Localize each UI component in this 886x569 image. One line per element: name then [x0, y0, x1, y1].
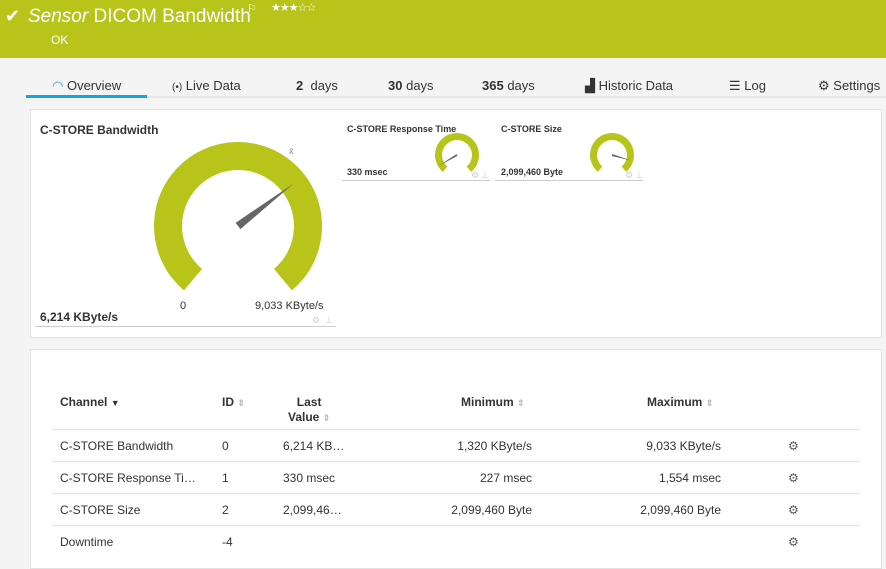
sort-icon: ⇕ — [322, 413, 331, 423]
gauge-value: 330 msec — [347, 167, 388, 177]
channel-name[interactable]: Downtime — [60, 535, 114, 549]
sensor-header: ✔ Sensor DICOM Bandwidth ⚐ ★★★☆☆ OK — [0, 0, 886, 58]
last-value: 330 msec — [283, 471, 336, 485]
priority-stars[interactable]: ★★★☆☆ — [271, 2, 316, 14]
minimum-value: 227 msec — [479, 471, 532, 485]
tab-overview[interactable]: ◠ Overview — [26, 78, 147, 98]
list-icon: ☰ — [729, 78, 741, 93]
main-gauge-needle — [235, 183, 294, 230]
maximum-value: 1,554 msec — [658, 471, 721, 485]
checkmark-icon: ✔ — [5, 6, 21, 26]
column-minimum[interactable]: Minimum ⇕ — [461, 395, 525, 409]
divider — [35, 326, 336, 327]
channel-name[interactable]: C-STORE Size — [60, 503, 141, 517]
gauge-min: 0 — [180, 300, 187, 312]
table-row[interactable]: C-STORE Bandwidth 0 6,214 KB… 1,320 KByt… — [52, 429, 860, 461]
channel-id: 2 — [222, 503, 229, 517]
gauge-title: C-STORE Response Time — [347, 124, 457, 134]
status-text: OK — [51, 33, 69, 47]
average-marker: x̄ — [289, 146, 294, 156]
tab-365-days[interactable]: 365 days — [482, 78, 535, 93]
table-row[interactable]: Downtime -4 ⚙ — [52, 525, 860, 557]
channel-name[interactable]: C-STORE Response Ti… — [60, 471, 196, 485]
maximum-value: 9,033 KByte/s — [646, 439, 721, 453]
tab-2-days[interactable]: 2 days — [296, 78, 338, 93]
tab-bar: ◠ Overview (•) Live Data 2 days 30 days … — [26, 72, 886, 98]
channel-id: 1 — [222, 471, 229, 485]
column-channel[interactable]: Channel ▼ — [60, 395, 120, 409]
tab-30-days[interactable]: 30 days — [388, 78, 434, 93]
gauge-icon: ◠ — [52, 78, 64, 93]
sort-icon: ⇕ — [237, 398, 245, 408]
minimum-value: 2,099,460 Byte — [451, 503, 532, 517]
pin-icon[interactable]: ⊥ — [325, 315, 333, 325]
table-row[interactable]: C-STORE Response Ti… 1 330 msec 227 msec… — [52, 461, 860, 493]
main-gauge-arc — [154, 142, 322, 291]
column-last-value[interactable]: Last Value ⇕ — [288, 395, 331, 424]
gauges-svg — [154, 133, 634, 291]
tab-log[interactable]: ☰ Log — [729, 78, 766, 93]
column-maximum[interactable]: Maximum ⇕ — [647, 395, 714, 409]
tab-live-data[interactable]: (•) Live Data — [172, 78, 241, 93]
size-gauge-arc — [590, 133, 634, 172]
gauge-title: C-STORE Bandwidth — [40, 123, 159, 137]
channel-settings-icon[interactable]: ⚙ — [788, 535, 799, 549]
last-value: 6,214 KB… — [283, 439, 345, 453]
last-value: 2,099,46… — [283, 503, 342, 517]
tab-historic-data[interactable]: ▟ Historic Data — [585, 78, 674, 93]
chart-icon: ▟ — [585, 78, 595, 93]
channel-name[interactable]: C-STORE Bandwidth — [60, 439, 174, 453]
live-icon: (•) — [172, 82, 183, 93]
maximum-value: 2,099,460 Byte — [640, 503, 721, 517]
gear-icon: ⚙ — [818, 78, 830, 93]
sort-icon: ⇕ — [705, 398, 714, 408]
size-gauge-needle — [611, 154, 632, 161]
channel-settings-icon[interactable]: ⚙ — [788, 503, 799, 517]
gear-icon[interactable]: ⚙ — [471, 170, 480, 180]
pin-icon[interactable]: ⊥ — [635, 170, 643, 180]
response-gauge-needle — [438, 154, 458, 167]
divider — [495, 180, 643, 181]
gauge-value: 2,099,460 Byte — [501, 167, 564, 177]
channel-settings-icon[interactable]: ⚙ — [788, 439, 799, 453]
response-gauge-arc — [435, 133, 479, 172]
sort-icon: ⇕ — [517, 398, 525, 408]
gauge-value: 6,214 KByte/s — [40, 310, 119, 324]
sensor-title: Sensor DICOM Bandwidth — [28, 6, 251, 27]
gauge-max: 9,033 KByte/s — [255, 300, 324, 312]
divider — [342, 180, 490, 181]
channel-settings-icon[interactable]: ⚙ — [788, 471, 799, 485]
gear-icon[interactable]: ⚙ — [625, 170, 634, 180]
channel-id: -4 — [222, 535, 233, 549]
flag-icon[interactable]: ⚐ — [247, 3, 257, 15]
channel-id: 0 — [222, 439, 229, 453]
gear-icon[interactable]: ⚙ — [312, 315, 321, 325]
gauge-title: C-STORE Size — [501, 124, 562, 134]
minimum-value: 1,320 KByte/s — [457, 439, 532, 453]
channels-panel — [30, 349, 882, 569]
sort-desc-icon: ▼ — [110, 398, 120, 408]
tab-settings[interactable]: ⚙ Settings — [818, 78, 881, 93]
table-row[interactable]: C-STORE Size 2 2,099,46… 2,099,460 Byte … — [52, 493, 860, 525]
pin-icon[interactable]: ⊥ — [481, 170, 489, 180]
column-id[interactable]: ID ⇕ — [222, 395, 245, 409]
